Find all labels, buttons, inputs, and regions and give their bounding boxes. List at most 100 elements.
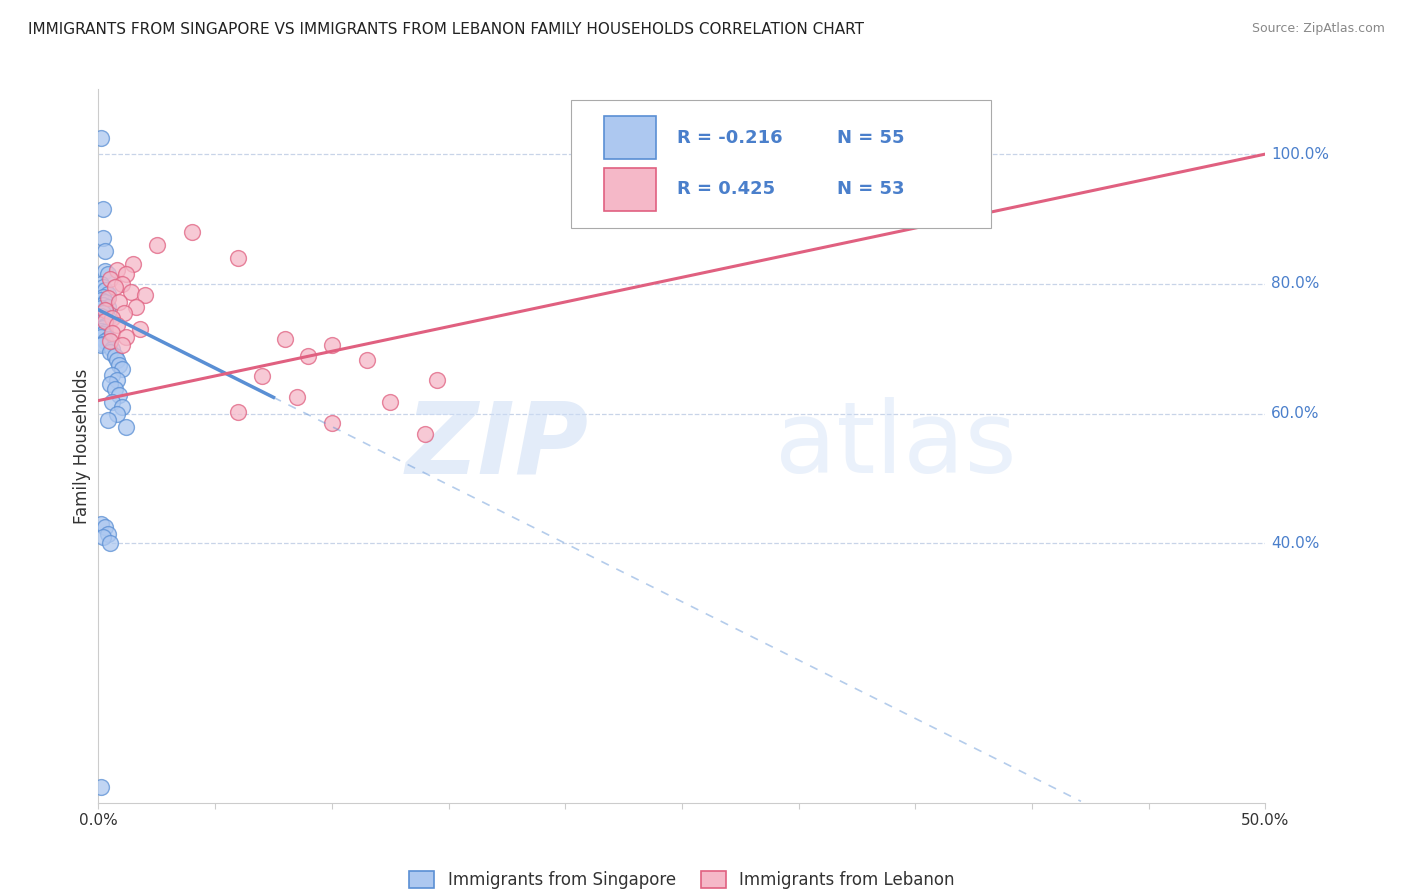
Text: R = -0.216: R = -0.216: [678, 128, 783, 146]
Point: [108, 358, 131, 372]
Point: [94, 334, 117, 348]
Point: [91, 290, 114, 304]
Point: [129, 322, 152, 336]
Point: [426, 373, 449, 387]
Point: [111, 338, 134, 352]
Point: [90, 131, 112, 145]
Point: [122, 257, 145, 271]
Point: [91, 314, 114, 328]
Point: [97, 526, 120, 541]
Point: [90, 293, 112, 307]
Point: [108, 295, 131, 310]
Point: [321, 338, 343, 352]
Y-axis label: Family Households: Family Households: [73, 368, 91, 524]
Point: [285, 390, 308, 404]
Point: [98, 536, 121, 550]
Point: [91, 530, 114, 544]
Point: [297, 350, 319, 364]
Point: [105, 407, 128, 421]
Point: [274, 332, 297, 346]
Point: [115, 267, 138, 281]
Point: [90, 301, 112, 316]
Point: [94, 302, 117, 317]
Point: [97, 413, 120, 427]
Point: [101, 368, 124, 382]
Point: [120, 285, 142, 299]
Point: [90, 310, 112, 324]
Point: [104, 280, 127, 294]
Point: [91, 336, 114, 351]
Point: [94, 312, 117, 326]
FancyBboxPatch shape: [571, 100, 991, 228]
Text: 100.0%: 100.0%: [1271, 146, 1329, 161]
Point: [90, 330, 112, 344]
Point: [90, 338, 112, 352]
Point: [90, 324, 112, 338]
Point: [94, 326, 117, 340]
Point: [94, 520, 117, 534]
Point: [378, 395, 402, 409]
Legend: Immigrants from Singapore, Immigrants from Lebanon: Immigrants from Singapore, Immigrants fr…: [402, 864, 962, 892]
Point: [91, 231, 114, 245]
Point: [97, 300, 120, 314]
FancyBboxPatch shape: [603, 168, 657, 211]
Point: [91, 321, 114, 335]
Point: [134, 288, 156, 302]
Text: ZIP: ZIP: [405, 398, 589, 494]
Point: [97, 291, 120, 305]
Point: [94, 264, 117, 278]
Point: [94, 244, 117, 259]
Point: [115, 330, 138, 344]
Point: [104, 382, 127, 396]
Point: [94, 304, 117, 318]
Point: [91, 297, 114, 311]
Point: [250, 368, 273, 383]
Point: [90, 277, 112, 291]
Point: [101, 342, 124, 356]
Point: [101, 395, 124, 409]
Point: [228, 405, 250, 419]
Point: [125, 300, 148, 314]
Point: [98, 271, 121, 285]
Point: [111, 277, 134, 291]
Point: [111, 400, 134, 414]
Point: [413, 427, 436, 442]
Point: [97, 286, 120, 301]
Point: [94, 295, 117, 310]
Text: 40.0%: 40.0%: [1271, 536, 1320, 550]
Point: [97, 332, 120, 346]
Point: [105, 353, 128, 368]
Point: [228, 251, 250, 265]
Point: [90, 516, 112, 531]
Point: [98, 334, 121, 348]
Point: [321, 417, 343, 431]
Point: [91, 280, 114, 294]
Point: [904, 128, 927, 142]
Point: [111, 362, 134, 376]
Point: [90, 780, 112, 794]
Point: [94, 283, 117, 297]
Point: [115, 419, 138, 434]
Point: [104, 350, 127, 364]
Text: 80.0%: 80.0%: [1271, 277, 1320, 292]
Text: N = 53: N = 53: [837, 180, 904, 198]
Point: [105, 262, 128, 277]
Point: [101, 326, 124, 340]
Point: [112, 306, 135, 320]
Point: [91, 327, 114, 342]
Point: [101, 310, 124, 325]
Point: [91, 202, 114, 217]
Point: [90, 317, 112, 331]
Point: [105, 318, 128, 333]
Text: atlas: atlas: [775, 398, 1017, 494]
Text: IMMIGRANTS FROM SINGAPORE VS IMMIGRANTS FROM LEBANON FAMILY HOUSEHOLDS CORRELATI: IMMIGRANTS FROM SINGAPORE VS IMMIGRANTS …: [28, 22, 865, 37]
Point: [98, 345, 121, 359]
Point: [94, 314, 117, 328]
Point: [146, 238, 169, 252]
Text: R = 0.425: R = 0.425: [678, 180, 775, 198]
FancyBboxPatch shape: [603, 116, 657, 159]
Text: Source: ZipAtlas.com: Source: ZipAtlas.com: [1251, 22, 1385, 36]
Point: [91, 306, 114, 320]
Text: 60.0%: 60.0%: [1271, 406, 1320, 421]
Point: [105, 373, 128, 387]
